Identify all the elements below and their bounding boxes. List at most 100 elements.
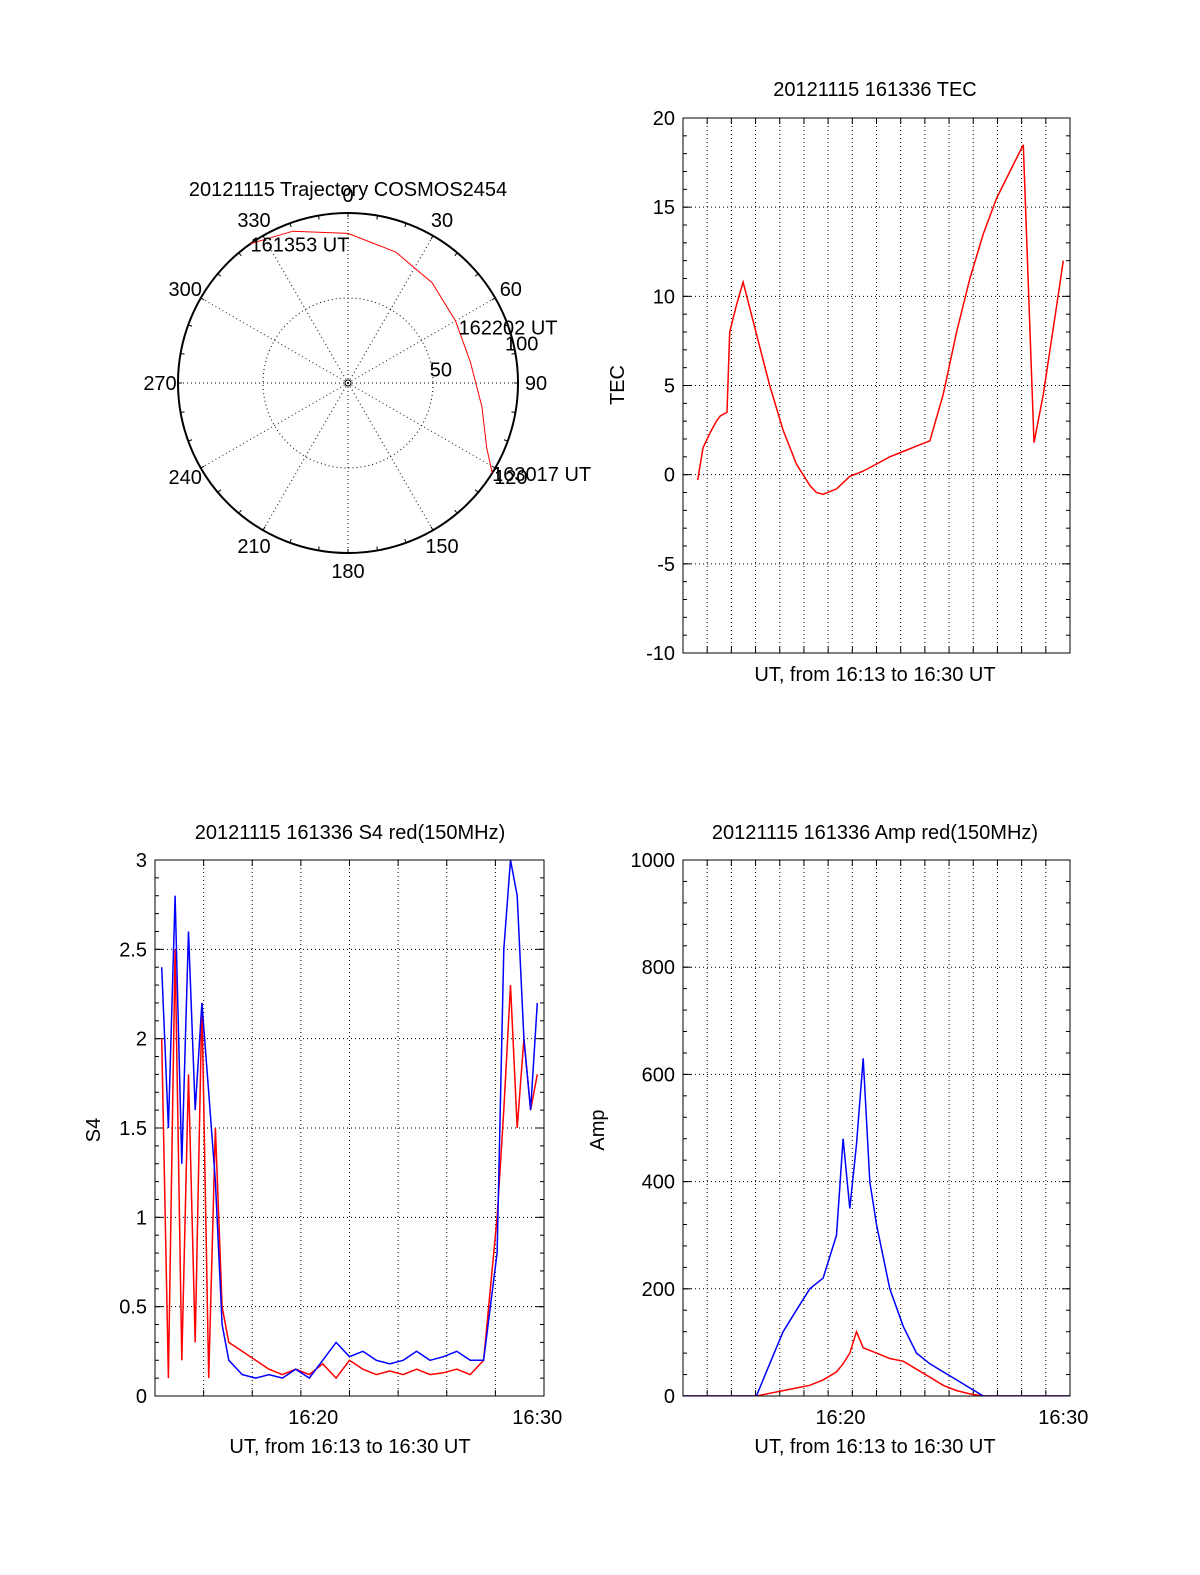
polar-tick xyxy=(491,465,496,469)
amp-title: 20121115 161336 Amp red(150MHz) xyxy=(712,822,1038,844)
amp-chart: 20121115 161336 Amp red(150MHz) Amp UT, … xyxy=(587,822,1088,1458)
polar-tick xyxy=(200,297,205,301)
polar-azimuth-label: 180 xyxy=(331,561,364,583)
polar-tick xyxy=(503,439,508,442)
y-tick-label: 0 xyxy=(664,465,675,487)
polar-spoke-120 xyxy=(347,382,496,469)
y-tick-label: 1.5 xyxy=(119,1118,147,1140)
y-tick-label: 0.5 xyxy=(119,1297,147,1319)
series-line-red xyxy=(683,1329,1070,1396)
polar-radial-label: 50 xyxy=(430,360,452,382)
series-line-blue xyxy=(160,860,539,1380)
y-tick-label: 0 xyxy=(664,1386,675,1408)
trajectory-series xyxy=(250,230,493,474)
s4-title: 20121115 161336 S4 red(150MHz) xyxy=(195,822,506,844)
polar-tick xyxy=(262,526,266,531)
polar-tick xyxy=(503,324,508,327)
trajectory-annotation: 162202 UT xyxy=(459,318,558,340)
y-tick-label: 3 xyxy=(136,850,147,872)
polar-azimuth-label: 150 xyxy=(425,536,458,558)
tec-ylabel: TEC xyxy=(607,365,629,405)
y-tick-label: -10 xyxy=(646,643,675,665)
polar-spoke-60 xyxy=(347,297,496,384)
amp-xlabel: UT, from 16:13 to 16:30 UT xyxy=(754,1436,995,1458)
y-tick-label: 2.5 xyxy=(119,939,147,961)
y-tick-label: 5 xyxy=(664,376,675,398)
polar-radial-label: 100 xyxy=(505,333,538,355)
y-tick-label: 15 xyxy=(653,197,675,219)
polar-tick xyxy=(217,489,222,493)
polar-azimuth-label: 300 xyxy=(168,279,201,301)
polar-azimuth-label: 0 xyxy=(342,185,353,207)
amp-ylabel: Amp xyxy=(587,1109,609,1150)
polar-tick xyxy=(430,235,434,240)
polar-tick xyxy=(188,439,193,442)
s4-xlabel: UT, from 16:13 to 16:30 UT xyxy=(229,1436,470,1458)
x-tick-label: 16:20 xyxy=(288,1407,338,1429)
y-tick-label: 0 xyxy=(136,1386,147,1408)
polar-tick xyxy=(217,273,222,277)
polar-tick xyxy=(289,538,292,543)
x-tick-label: 16:20 xyxy=(815,1407,865,1429)
s4-chart: 20121115 161336 S4 red(150MHz) S4 UT, fr… xyxy=(83,822,562,1458)
polar-azimuth-label: 240 xyxy=(168,467,201,489)
polar-azimuth-label: 90 xyxy=(525,373,547,395)
polar-radial-labels: 50 100 xyxy=(430,333,539,381)
polar-tick xyxy=(238,509,242,514)
polar-tick xyxy=(180,411,185,414)
polar-tick xyxy=(430,526,434,531)
polar-grid xyxy=(177,212,519,554)
y-tick-label: 10 xyxy=(653,286,675,308)
trajectory-annotation: 163017 UT xyxy=(492,464,591,486)
plot-frame xyxy=(682,117,1071,654)
tec-title: 20121115 161336 TEC xyxy=(773,79,977,101)
polar-azimuth-label: 330 xyxy=(237,210,270,232)
trajectory-annotations: 161353 UT 162202 UT 163017 UT xyxy=(250,235,591,486)
polar-azimuth-label: 120 xyxy=(494,467,527,489)
polar-azimuth-labels: 0 30 60 90 120 150 180 210 240 270 300 330 xyxy=(143,185,547,583)
polar-spoke-150 xyxy=(347,382,434,531)
y-tick-label: 1000 xyxy=(631,850,676,872)
polar-tick xyxy=(317,546,320,551)
tec-chart: 20121115 161336 TEC TEC UT, from 16:13 t… xyxy=(607,79,1071,686)
y-tick-label: 1 xyxy=(136,1207,147,1229)
polar-azimuth-label: 60 xyxy=(500,279,522,301)
polar-tick xyxy=(404,223,407,228)
polar-tick xyxy=(511,352,516,355)
polar-tick xyxy=(491,297,496,301)
polar-tick xyxy=(262,235,266,240)
y-tick-label: -5 xyxy=(657,554,675,576)
polar-azimuth-label: 30 xyxy=(431,210,453,232)
polar-azimuth-label: 270 xyxy=(143,373,176,395)
polar-tick xyxy=(474,489,479,493)
polar-tick xyxy=(238,252,242,257)
polar-center xyxy=(344,379,352,387)
polar-spoke-330 xyxy=(262,235,349,384)
polar-tick xyxy=(454,252,458,257)
polar-tick xyxy=(289,223,292,228)
y-tick-label: 2 xyxy=(136,1029,147,1051)
plot-frame xyxy=(154,859,545,1397)
polar-tick xyxy=(511,411,516,414)
polar-spoke-300 xyxy=(200,297,349,384)
polar-azimuth-label: 210 xyxy=(237,536,270,558)
polar-tick xyxy=(376,215,379,220)
polar-spoke-210 xyxy=(262,382,349,531)
polar-tick xyxy=(454,509,458,514)
y-tick-label: 600 xyxy=(642,1064,675,1086)
polar-tick xyxy=(188,324,193,327)
y-tick-label: 200 xyxy=(642,1279,675,1301)
polar-tick xyxy=(200,465,205,469)
polar-spoke-240 xyxy=(200,382,349,469)
trajectory-line xyxy=(250,230,493,474)
polar-spoke-30 xyxy=(347,235,434,384)
polar-tick xyxy=(317,215,320,220)
series-line-red xyxy=(696,144,1065,496)
plot-frame xyxy=(682,859,1071,1397)
y-tick-label: 400 xyxy=(642,1172,675,1194)
y-tick-label: 800 xyxy=(642,957,675,979)
polar-tick xyxy=(180,352,185,355)
tec-xlabel: UT, from 16:13 to 16:30 UT xyxy=(754,664,995,686)
